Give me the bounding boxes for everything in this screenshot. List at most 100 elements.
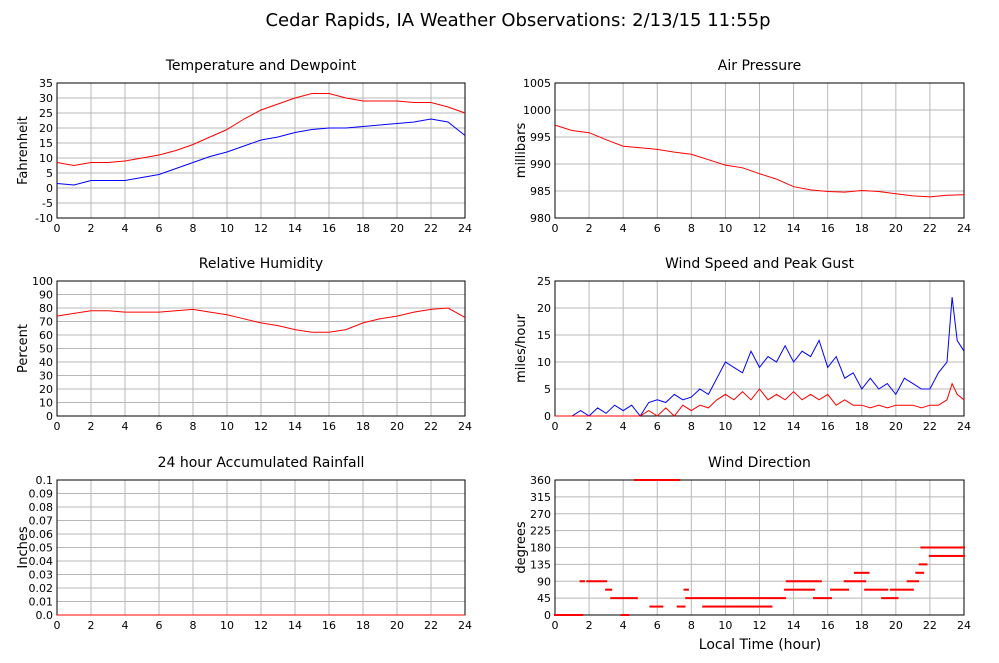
- x-tick-label: 6: [654, 619, 661, 632]
- direction-point: [949, 554, 952, 557]
- direction-point: [652, 479, 655, 481]
- x-tick-label: 22: [923, 222, 937, 235]
- direction-point: [797, 588, 800, 591]
- direction-point: [891, 597, 894, 600]
- plot-frame: [554, 82, 965, 219]
- page-title: Cedar Rapids, IA Weather Observations: 2…: [265, 10, 770, 31]
- x-tick-label: 8: [190, 619, 197, 632]
- direction-point: [952, 554, 955, 557]
- x-tick-label: 12: [753, 222, 767, 235]
- direction-point: [591, 580, 594, 583]
- direction-point: [608, 588, 611, 591]
- direction-point: [915, 571, 918, 574]
- direction-point: [795, 580, 798, 583]
- y-tick-label: 0: [544, 410, 551, 423]
- direction-point: [860, 571, 863, 574]
- direction-point: [736, 597, 739, 600]
- direction-point: [884, 597, 887, 600]
- direction-point: [657, 605, 660, 608]
- y-tick-label: 90: [537, 575, 551, 588]
- y-tick-label: 315: [530, 491, 551, 504]
- direction-point: [632, 597, 635, 600]
- x-tick-label: 4: [620, 222, 627, 235]
- x-tick-label: 2: [88, 619, 95, 632]
- direction-point: [942, 546, 945, 549]
- direction-point: [792, 580, 795, 583]
- direction-point: [628, 597, 631, 600]
- direction-point: [787, 588, 790, 591]
- direction-point: [571, 614, 574, 616]
- direction-point: [736, 605, 739, 608]
- direction-point: [951, 554, 954, 557]
- x-tick-label: 10: [718, 619, 732, 632]
- direction-point: [939, 554, 942, 557]
- direction-point: [952, 546, 955, 549]
- series-line-0: [56, 93, 466, 167]
- direction-point: [746, 605, 749, 608]
- direction-point: [712, 605, 715, 608]
- direction-point: [789, 588, 792, 591]
- direction-point: [869, 588, 872, 591]
- y-tick-label: 980: [530, 212, 551, 225]
- x-tick-label: 18: [855, 420, 869, 433]
- y-tick-label: 5: [544, 383, 551, 396]
- direction-point: [944, 554, 947, 557]
- chart-title: 24 hour Accumulated Rainfall: [158, 455, 365, 471]
- direction-point: [618, 597, 621, 600]
- chart-title: Air Pressure: [718, 58, 801, 74]
- x-tick-label: 20: [889, 619, 903, 632]
- direction-point: [760, 597, 763, 600]
- direction-point: [758, 597, 761, 600]
- direction-point: [579, 614, 582, 616]
- direction-point: [560, 614, 563, 616]
- direction-point: [714, 605, 717, 608]
- direction-point: [554, 614, 556, 616]
- direction-point: [797, 580, 800, 583]
- plot-frame: [56, 82, 466, 219]
- direction-point: [857, 580, 860, 583]
- direction-point: [961, 546, 964, 549]
- direction-point: [928, 554, 931, 557]
- direction-point: [824, 597, 827, 600]
- direction-point: [773, 597, 776, 600]
- direction-point: [589, 580, 592, 583]
- direction-point: [896, 588, 899, 591]
- direction-point: [923, 546, 926, 549]
- direction-point: [830, 597, 833, 600]
- direction-point: [748, 597, 751, 600]
- chart-title: Temperature and Dewpoint: [165, 58, 357, 74]
- direction-point: [801, 580, 804, 583]
- direction-point: [721, 605, 724, 608]
- direction-point: [717, 597, 720, 600]
- y-tick-label: 10: [39, 152, 53, 165]
- direction-point: [957, 554, 960, 557]
- direction-point: [581, 614, 584, 616]
- direction-point: [801, 588, 804, 591]
- direction-point: [865, 571, 868, 574]
- direction-point: [749, 605, 752, 608]
- direction-point: [916, 571, 919, 574]
- y-tick-label: 990: [530, 158, 551, 171]
- direction-point: [661, 479, 664, 481]
- direction-point: [792, 588, 795, 591]
- direction-point: [843, 580, 846, 583]
- direction-point: [818, 597, 821, 600]
- direction-point: [622, 597, 625, 600]
- direction-point: [884, 588, 887, 591]
- x-tick-label: 2: [88, 420, 95, 433]
- direction-point: [893, 597, 896, 600]
- direction-point: [867, 588, 870, 591]
- y-tick-label: 10: [537, 356, 551, 369]
- direction-point: [826, 597, 829, 600]
- direction-point: [760, 605, 763, 608]
- x-tick-label: 14: [787, 619, 801, 632]
- y-tick-label: 20: [537, 302, 551, 315]
- y-tick-label: 0.09: [29, 488, 54, 501]
- direction-point: [777, 597, 780, 600]
- x-tick-label: 4: [122, 420, 129, 433]
- direction-point: [894, 597, 897, 600]
- direction-point: [623, 614, 626, 616]
- x-tick-label: 12: [254, 420, 268, 433]
- direction-point: [715, 597, 718, 600]
- x-tick-label: 20: [390, 420, 404, 433]
